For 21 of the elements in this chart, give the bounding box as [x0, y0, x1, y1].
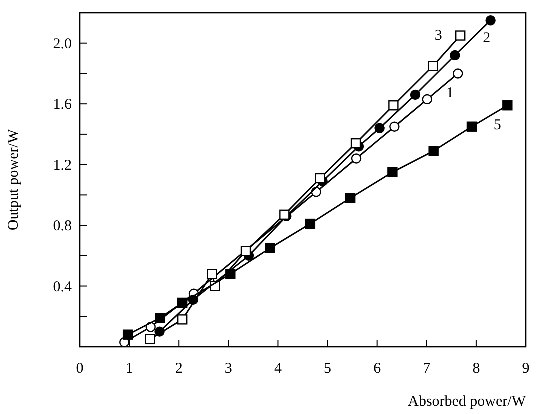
series-label: 5 [494, 118, 502, 134]
series-label: 3 [434, 28, 442, 44]
y-tick-label: 1.6 [53, 97, 72, 114]
x-tick-label: 2 [175, 361, 183, 377]
x-tick-label: 4 [274, 361, 282, 377]
y-tick-label: 0.4 [53, 279, 72, 296]
x-tick-label: 6 [374, 361, 382, 377]
x-tick-label: 7 [423, 361, 432, 377]
x-tick-label: 0 [76, 361, 84, 377]
y-tick-label: 0.8 [53, 218, 72, 235]
x-tick-label: 8 [472, 361, 480, 377]
x-axis-title: Absorbed power/W [408, 394, 527, 410]
series-label: 1 [446, 86, 454, 102]
y-axis-title: Output power/W [6, 128, 22, 231]
x-tick-label: 5 [324, 361, 332, 377]
x-tick-label: 3 [224, 361, 232, 377]
y-tick-label: 1.2 [53, 158, 72, 174]
y-tick-label: 2.0 [53, 36, 72, 52]
series-label: 2 [483, 30, 491, 47]
x-tick-label: 9 [522, 361, 530, 377]
x-tick-label: 1 [126, 361, 134, 377]
